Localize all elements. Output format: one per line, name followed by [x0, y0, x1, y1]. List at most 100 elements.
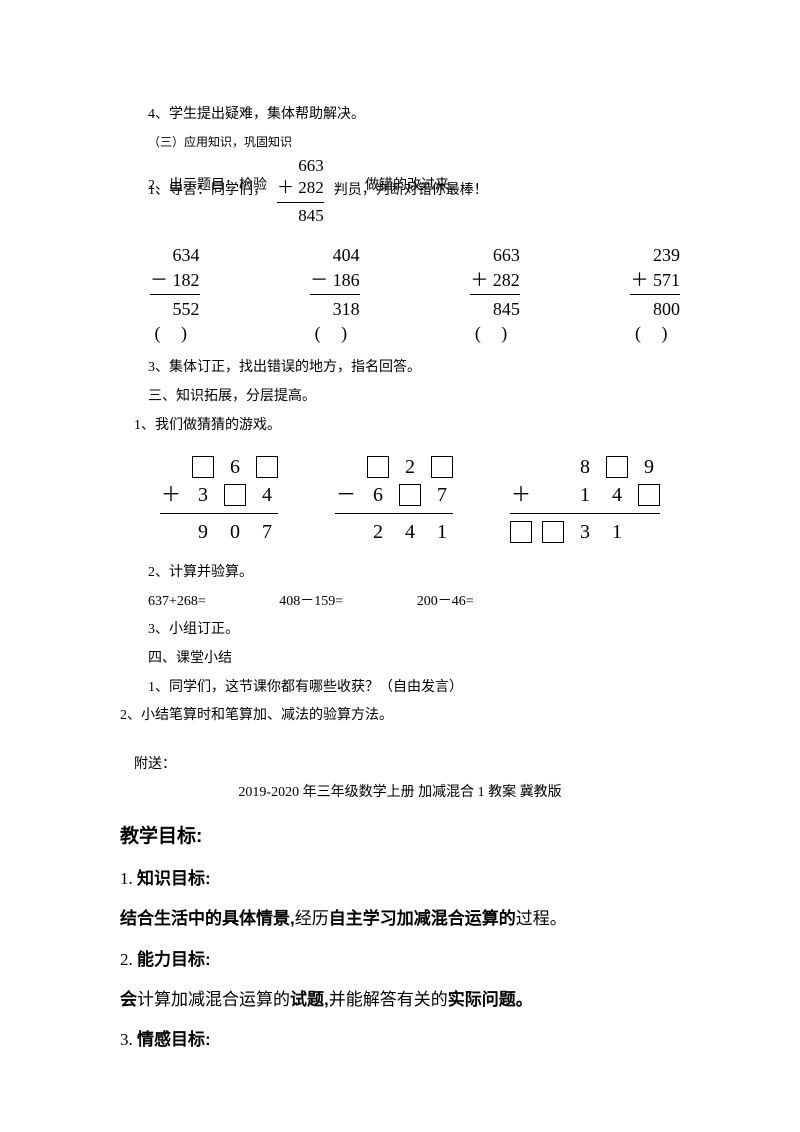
blank-box: [431, 456, 453, 478]
vertical-math: 239 ＋ 571 800 ( ): [630, 243, 680, 345]
label: 情感目标:: [137, 1030, 211, 1049]
text-line: 附送：: [120, 752, 680, 779]
text-line: 2、计算并验算。: [120, 560, 680, 587]
cell: 1: [574, 476, 596, 514]
puzzle-row-line: 241: [335, 518, 453, 546]
math-row: 800: [630, 297, 680, 321]
puzzle-row-line: 31: [510, 518, 660, 546]
num: 1.: [120, 869, 137, 888]
blank-box: [399, 484, 421, 506]
text-line: 1、我们做猜猜的游戏。: [120, 413, 680, 440]
cell: 1: [606, 513, 628, 551]
vertical-math: 404 － 186 318 ( ): [310, 243, 360, 345]
paren: ( ): [150, 321, 200, 345]
math-row: 318: [310, 297, 360, 321]
cell: 0: [224, 513, 246, 551]
puzzle: 2－67241: [335, 453, 453, 546]
math-row: ＋ 282: [470, 268, 520, 292]
t: 自主学习加减混合运算的: [329, 909, 516, 928]
cell: 1: [431, 513, 453, 551]
blank-box: [638, 484, 660, 506]
puzzle: 6＋34907: [160, 453, 278, 546]
math-row: 663: [277, 155, 324, 177]
operator: ＋: [510, 476, 532, 514]
text-line: 4、学生提出疑难，集体帮助解决。: [120, 102, 680, 129]
math-row: 845: [277, 205, 324, 227]
t: 结合生活中的具体情景,: [120, 909, 295, 928]
text-line: 3、小组订正。: [120, 617, 680, 644]
blank-box: [606, 456, 628, 478]
puzzle-row-line: ＋34: [160, 481, 278, 509]
text-line: 四、课堂小结: [120, 646, 680, 673]
cell: 9: [638, 448, 660, 486]
operator: ＋: [160, 476, 182, 514]
section-title: 教学目标:: [120, 819, 680, 855]
cell: 2: [367, 513, 389, 551]
cell: 7: [431, 476, 453, 514]
label: 知识目标:: [137, 869, 211, 888]
rule: [150, 294, 200, 295]
cell: 9: [192, 513, 214, 551]
text: 2、出示题目：检验: [148, 173, 267, 200]
cell: 6: [224, 448, 246, 486]
puzzle-row-line: 907: [160, 518, 278, 546]
expr: 408－159=: [279, 589, 343, 616]
vertical-math: 634 － 182 552 ( ): [150, 243, 200, 345]
blank-box: [192, 456, 214, 478]
rule: [310, 294, 360, 295]
puzzle-row-line: －67: [335, 481, 453, 509]
calc-line: 637+268= 408－159= 200－46=: [120, 589, 680, 616]
vertical-math: 663 ＋ 282 845: [277, 155, 324, 226]
math-row: ＋ 571: [630, 268, 680, 292]
goal-line: 2. 能力目标:: [120, 944, 680, 976]
t: 过程。: [516, 909, 567, 928]
math-row: 845: [470, 297, 520, 321]
blank-box: [367, 456, 389, 478]
problems-row: 634 － 182 552 ( ) 404 － 186 318 ( ) 663 …: [150, 243, 680, 345]
label: 能力目标:: [137, 950, 211, 969]
expr: 200－46=: [417, 589, 474, 616]
puzzle: 89＋1431: [510, 453, 660, 546]
puzzle-row: 6＋34907 2－67241 89＋1431: [160, 453, 660, 546]
spacer: [120, 201, 680, 235]
t: 计算加减混合运算的: [137, 990, 290, 1009]
text-line: 2、小结笔算时和笔算加、减法的验算方法。: [120, 703, 680, 730]
rule: [470, 294, 520, 295]
num: 3.: [120, 1030, 137, 1049]
expr: 637+268=: [148, 589, 206, 616]
text-line: 三、知识拓展，分层提高。: [120, 384, 680, 411]
t: 经历: [295, 909, 329, 928]
line-with-text: 2、出示题目：检验 做错的改过来。: [120, 173, 680, 200]
operator: －: [335, 476, 357, 514]
blank-box: [224, 484, 246, 506]
text-line: 3、集体订正，找出错误的地方，指名回答。: [120, 355, 680, 382]
rule: [277, 202, 324, 203]
cell: 3: [192, 476, 214, 514]
blank-box: [510, 521, 532, 543]
cell: 6: [367, 476, 389, 514]
math-row: 239: [630, 243, 680, 267]
t: 实际问题。: [448, 990, 533, 1009]
math-row: ＋ 282: [277, 177, 324, 199]
math-row: 663: [470, 243, 520, 267]
paren: ( ): [630, 321, 680, 345]
cell: 2: [399, 448, 421, 486]
t: 并能解答有关的: [329, 990, 448, 1009]
puzzle-row-line: ＋14: [510, 481, 660, 509]
t: 试题,: [290, 990, 329, 1009]
text-line: 2019-2020 年三年级数学上册 加减混合 1 教案 冀教版: [120, 780, 680, 807]
blank-box: [542, 521, 564, 543]
cell: 7: [256, 513, 278, 551]
cell: 4: [399, 513, 421, 551]
math-row: 552: [150, 297, 200, 321]
text-line: （三）应用知识，巩固知识: [120, 131, 680, 154]
cell: 3: [574, 513, 596, 551]
cell: 4: [606, 476, 628, 514]
math-row: － 182: [150, 268, 200, 292]
t: 会: [120, 990, 137, 1009]
rule: [630, 294, 680, 295]
cell: 4: [256, 476, 278, 514]
math-row: － 186: [310, 268, 360, 292]
math-row: 404: [310, 243, 360, 267]
goal-line: 1. 知识目标:: [120, 863, 680, 895]
